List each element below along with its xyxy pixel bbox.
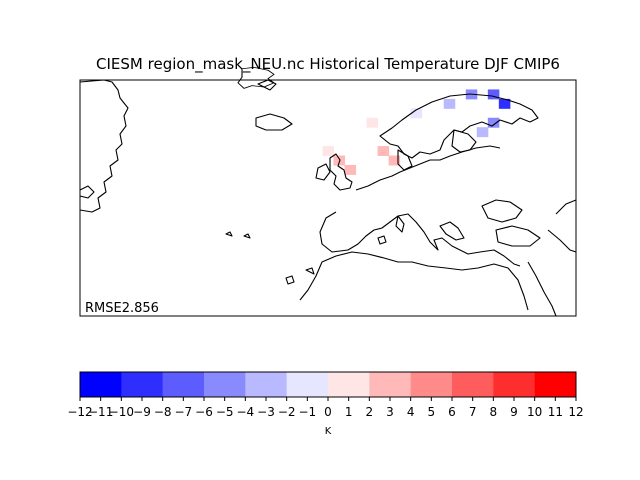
colorbar-tick-label: 3 [386, 405, 394, 419]
coastlines [79, 67, 577, 317]
colorbar-box [369, 372, 411, 397]
map-frame [79, 79, 577, 317]
colorbar-tick-label: 10 [527, 405, 542, 419]
colorbar-tick-label: −7 [174, 405, 192, 419]
colorbar-tick-label: −5 [216, 405, 234, 419]
colorbar-tick-label: 7 [469, 405, 477, 419]
colorbar-tick-label: −10 [109, 405, 134, 419]
colorbar-box [121, 372, 163, 397]
colorbar-box [328, 372, 370, 397]
colorbar-tick-label: −1 [298, 405, 316, 419]
colorbar-box [493, 372, 535, 397]
colorbar-tick-label: 1 [345, 405, 353, 419]
data-cell [476, 127, 489, 138]
data-cell [410, 108, 423, 119]
data-cell [388, 155, 401, 166]
colorbar-tick-label: 12 [568, 405, 583, 419]
data-cell [498, 98, 511, 109]
colorbar-tick-label: −2 [278, 405, 296, 419]
data-cell [443, 98, 456, 109]
data-cell [377, 146, 390, 157]
colorbar-tick-label: −12 [67, 405, 92, 419]
colorbar-box [534, 372, 577, 397]
colorbar-box [204, 372, 246, 397]
data-cell [487, 89, 500, 100]
colorbar-tick-label: −4 [236, 405, 254, 419]
colorbar-label: K [325, 426, 332, 437]
colorbar-box [245, 372, 287, 397]
colorbar-tick-label: −8 [154, 405, 172, 419]
colorbar-tick-label: 2 [366, 405, 374, 419]
colorbar-box [162, 372, 205, 397]
colorbar-tick-label: −3 [257, 405, 275, 419]
colorbar-tick-label: 5 [428, 405, 436, 419]
colorbar-tick-label: −11 [88, 405, 113, 419]
colorbar-tick-label: −6 [195, 405, 213, 419]
data-cell [366, 117, 379, 128]
colorbar-boxes [80, 372, 577, 397]
colorbar-box [410, 372, 453, 397]
figure-title: CIESM region_mask_NEU.nc Historical Temp… [96, 55, 560, 73]
data-cell [487, 117, 500, 128]
data-cell [344, 164, 357, 175]
data-cell [322, 146, 335, 157]
colorbar-tick-label: 0 [324, 405, 332, 419]
colorbar-box [452, 372, 494, 397]
colorbar-tick-label: −9 [133, 405, 151, 419]
colorbar-box [80, 372, 122, 397]
colorbar-tick-label: 6 [448, 405, 456, 419]
colorbar-tick-label: 4 [407, 405, 415, 419]
colorbar-tick-label: 11 [548, 405, 563, 419]
colorbar-box [286, 372, 329, 397]
colorbar-tick-label: 8 [490, 405, 498, 419]
rmse-annotation: RMSE2.856 [85, 301, 159, 316]
colorbar-ticks: −12−11−10 −9 −8 −7 −6 −5 −4 −3 −2 −1 0 1 2 3 4 5 6 7 8 9 10 1… [67, 397, 584, 419]
colorbar-tick-label: 9 [510, 405, 518, 419]
